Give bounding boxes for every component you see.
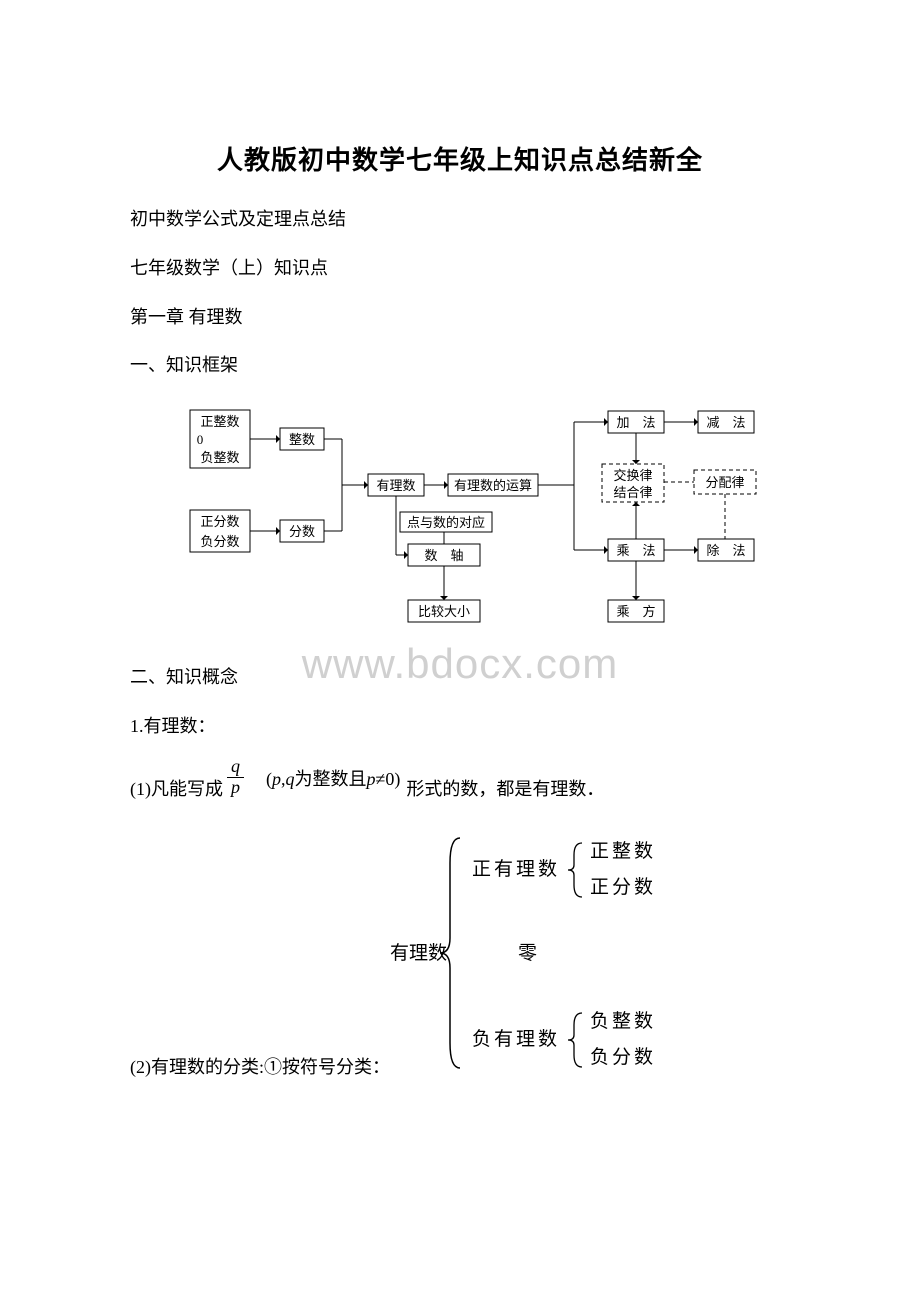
cls-neg-frac: 负分数 [590, 1046, 656, 1068]
cond-close: ) [394, 769, 400, 789]
diagram-svg: 正整数 0 负整数 整数 正分数 负分数 分数 有理数 有理数的运算 点与数的对… [170, 400, 790, 640]
box-add: 加 法 [616, 415, 655, 430]
classification-caption: (2)有理数的分类:①按符号分类： [130, 1053, 390, 1079]
fraction: q p [227, 757, 244, 798]
cls-root: 有理数 [390, 942, 447, 964]
cls-neg-rational: 负有理数 [472, 1028, 560, 1050]
box-pos-int: 正整数 [200, 414, 239, 429]
cls-pos-frac: 正分数 [590, 876, 656, 898]
line-topic-1: 1.有理数： [130, 712, 790, 741]
box-integer: 整数 [289, 432, 315, 447]
box-div: 除 法 [706, 543, 745, 558]
box-fraction: 分数 [289, 524, 315, 539]
cls-pos-rational: 正有理数 [472, 858, 560, 880]
box-num-axis: 数 轴 [424, 548, 463, 563]
cls-pos-int: 正整数 [590, 840, 656, 862]
box-pow: 乘 方 [616, 604, 655, 619]
box-point-num: 点与数的对应 [407, 515, 485, 530]
box-dist-law: 分配律 [705, 475, 744, 490]
formula-row: (1)凡能写成 q p (p,q为整数且p≠0) 形式的数，都是有理数． [130, 761, 790, 802]
condition: (p,q为整数且p≠0) [266, 765, 400, 791]
box-zero: 0 [197, 432, 204, 447]
formula-prefix: (1)凡能写成 [130, 775, 223, 801]
box-neg-frac: 负分数 [200, 534, 239, 549]
line-section-2: 二、知识概念 [130, 663, 790, 692]
cond-p2: p [367, 769, 376, 789]
box-mul: 乘 法 [616, 543, 655, 558]
fraction-denominator: p [227, 778, 244, 798]
cond-mid: 为整数且 [295, 769, 367, 789]
cond-q: q [286, 769, 295, 789]
box-rational-op: 有理数的运算 [454, 478, 532, 493]
box-neg-int: 负整数 [200, 450, 239, 465]
box-assoc-law: 结合律 [613, 485, 652, 500]
box-sub: 减 法 [706, 415, 745, 430]
page-title: 人教版初中数学七年级上知识点总结新全 [130, 140, 790, 177]
line-chapter-1: 第一章 有理数 [130, 303, 790, 332]
line-grade-heading: 七年级数学（上）知识点 [130, 254, 790, 283]
classification-wrap: 有理数 正有理数 零 负有理数 正整数 正分数 负整数 负分数 (2)有理数的分… [130, 823, 790, 1083]
knowledge-diagram: 正整数 0 负整数 整数 正分数 负分数 分数 有理数 有理数的运算 点与数的对… [170, 400, 790, 645]
cond-p: p [272, 769, 281, 789]
line-formula-summary: 初中数学公式及定理点总结 [130, 205, 790, 234]
cls-neg-int: 负整数 [590, 1010, 656, 1032]
formula-suffix: 形式的数，都是有理数． [406, 775, 604, 801]
cond-neq: ≠ [376, 769, 386, 789]
box-compare: 比较大小 [418, 604, 470, 619]
fraction-numerator: q [227, 757, 244, 778]
classification-svg: 有理数 正有理数 零 负有理数 正整数 正分数 负整数 负分数 [390, 823, 730, 1083]
box-rational: 有理数 [376, 478, 415, 493]
line-section-1: 一、知识框架 [130, 351, 790, 380]
box-comm-law: 交换律 [613, 468, 652, 483]
box-pos-frac: 正分数 [200, 514, 239, 529]
cls-zero: 零 [518, 943, 537, 964]
